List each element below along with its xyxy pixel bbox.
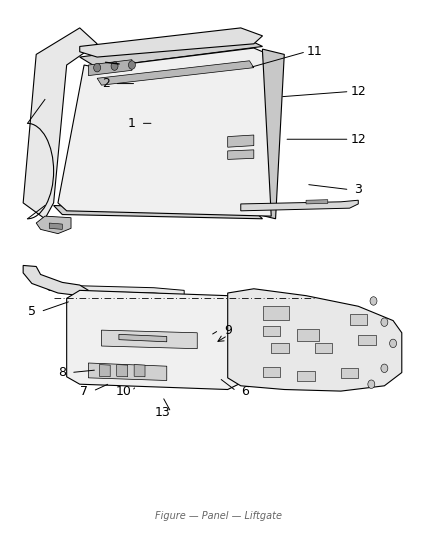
Polygon shape [271,343,289,353]
Circle shape [111,62,118,70]
Text: 6: 6 [241,385,249,398]
Text: 8: 8 [58,366,66,379]
Polygon shape [134,365,145,377]
Polygon shape [228,289,402,391]
Polygon shape [53,206,262,219]
Polygon shape [119,334,167,342]
Text: 10: 10 [115,385,131,398]
Polygon shape [88,363,167,381]
Text: 11: 11 [307,45,323,58]
Text: 7: 7 [80,385,88,398]
Polygon shape [350,314,367,325]
Polygon shape [117,365,127,377]
Polygon shape [262,326,280,336]
Polygon shape [23,265,88,296]
Polygon shape [228,135,254,147]
Polygon shape [36,216,71,233]
Circle shape [370,297,377,305]
Text: Figure — Panel — Liftgate: Figure — Panel — Liftgate [155,511,283,521]
Text: 2: 2 [102,77,110,90]
Polygon shape [228,150,254,159]
Polygon shape [254,49,284,219]
Polygon shape [262,367,280,377]
Polygon shape [41,277,184,296]
Polygon shape [241,200,358,211]
Polygon shape [99,365,110,377]
Polygon shape [67,290,241,390]
Polygon shape [88,60,132,76]
Polygon shape [297,329,319,341]
Circle shape [390,339,396,348]
Circle shape [381,364,388,373]
Polygon shape [315,343,332,353]
Polygon shape [102,330,197,349]
Polygon shape [297,372,315,381]
Text: 1: 1 [128,117,136,130]
Polygon shape [23,28,97,219]
Polygon shape [341,368,358,378]
Polygon shape [80,36,262,68]
Circle shape [368,380,375,389]
Circle shape [128,61,135,69]
Text: 5: 5 [28,305,36,318]
Circle shape [381,318,388,326]
Text: 12: 12 [350,85,366,98]
Text: 9: 9 [224,324,232,337]
Polygon shape [58,48,271,216]
Polygon shape [49,223,62,229]
Polygon shape [97,61,254,85]
Polygon shape [306,200,328,204]
Text: 12: 12 [350,133,366,146]
Polygon shape [262,306,289,319]
Polygon shape [80,28,262,57]
Circle shape [94,63,101,72]
Text: 3: 3 [354,183,362,196]
Polygon shape [358,335,376,345]
Text: 13: 13 [155,406,170,419]
